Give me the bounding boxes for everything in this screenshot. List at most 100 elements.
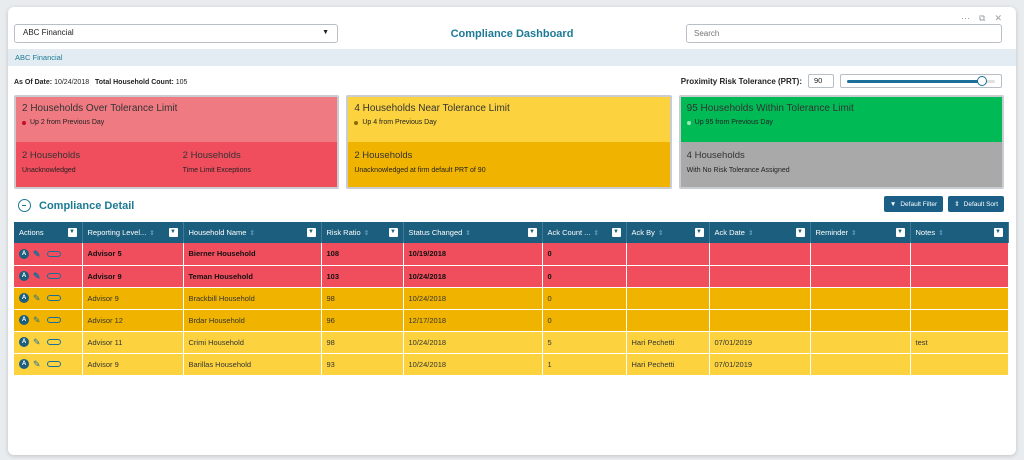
table-cell	[810, 265, 911, 288]
link-icon[interactable]	[47, 250, 61, 257]
card-over-exceptions[interactable]: 2 Households Time Limit Exceptions	[177, 142, 338, 187]
column-filter-icon[interactable]: ▼	[67, 228, 77, 237]
column-header[interactable]: Risk Ratio ⇕ ▼	[321, 222, 404, 243]
acknowledge-icon[interactable]: A	[19, 359, 29, 369]
card-near-tolerance[interactable]: 4 Households Near Tolerance Limit Up 4 f…	[346, 95, 672, 189]
sort-icon[interactable]: ⇕	[657, 230, 664, 237]
table-cell: 10/24/2018	[403, 353, 543, 376]
edit-icon[interactable]: ✎	[33, 248, 41, 259]
card-over-unacknowledged[interactable]: 2 Households Unacknowledged	[16, 142, 177, 187]
card-over-trend: Up 2 from Previous Day	[22, 119, 331, 126]
column-filter-icon[interactable]: ▼	[388, 228, 398, 237]
acknowledge-icon[interactable]: A	[19, 271, 29, 281]
acknowledge-icon[interactable]: A	[19, 315, 29, 325]
table-cell	[626, 243, 710, 266]
table-cell	[910, 309, 1009, 332]
sort-icon[interactable]: ⇕	[465, 230, 471, 237]
close-icon[interactable]: ✕	[994, 13, 1002, 23]
table-row[interactable]: A ✎ Advisor 9 Brackbill Household 98 10/24/20…	[14, 287, 1009, 310]
card-within-tolerance[interactable]: 95 Households Within Tolerance Limit Up …	[678, 95, 1004, 189]
edit-icon[interactable]: ✎	[33, 271, 41, 281]
column-header[interactable]: Reminder ⇕ ▼	[810, 222, 911, 243]
filter-icon: ▼	[889, 200, 897, 208]
edit-icon[interactable]: ✎	[33, 315, 41, 325]
default-filter-button[interactable]: ▼ Default Filter	[883, 196, 944, 212]
acknowledge-icon[interactable]: A	[19, 293, 29, 303]
table-cell: Teman Household	[183, 265, 322, 288]
table-cell: 108	[321, 243, 404, 266]
link-icon[interactable]	[47, 295, 61, 301]
as-of-summary: As Of Date: 10/24/2018 Total Household C…	[14, 79, 187, 86]
sort-icon[interactable]: ⇕	[938, 230, 944, 237]
link-icon[interactable]	[47, 273, 61, 279]
column-header[interactable]: Ack By ⇕ ▼	[626, 222, 710, 243]
table-header-row: Actions ▼ Reporting Level... ⇕ ▼ Household Na…	[14, 222, 1009, 243]
column-header[interactable]: Notes ⇕ ▼	[910, 222, 1009, 243]
table-row[interactable]: A ✎ Advisor 12 Brdar Household 96 12/17/2018 0	[14, 309, 1009, 332]
table-cell	[626, 287, 710, 310]
column-filter-icon[interactable]: ▼	[694, 228, 704, 237]
column-header[interactable]: Ack Date ⇕ ▼	[709, 222, 811, 243]
prt-control: Proximity Risk Tolerance (PRT): 90	[681, 74, 1002, 88]
table-cell: 0	[542, 309, 627, 332]
default-sort-button[interactable]: ⇕ Default Sort	[948, 196, 1004, 212]
table-row[interactable]: A ✎ Advisor 11 Crimi Household 98 10/24/2018 5…	[14, 331, 1009, 354]
column-header[interactable]: Status Changed ⇕ ▼	[403, 222, 543, 243]
breadcrumb-item[interactable]: ABC Financial	[15, 53, 63, 62]
link-icon[interactable]	[47, 317, 61, 323]
acknowledge-icon[interactable]: A	[19, 337, 29, 347]
column-header[interactable]: Household Name ⇕ ▼	[183, 222, 322, 243]
collapse-icon[interactable]	[18, 199, 31, 212]
acknowledge-icon[interactable]: A	[19, 248, 29, 259]
link-icon[interactable]	[47, 361, 61, 367]
card-over-right-h: 2 Households	[182, 150, 241, 161]
card-within-no-tolerance[interactable]: 4 Households With No Risk Tolerance Assi…	[681, 142, 1002, 187]
column-header[interactable]: Ack Count ... ⇕ ▼	[542, 222, 627, 243]
compliance-table: Actions ▼ Reporting Level... ⇕ ▼ Household Na…	[14, 222, 1009, 376]
slider-thumb[interactable]	[977, 76, 987, 86]
table-row[interactable]: A ✎ Advisor 9 Barillas Household 93 10/24/201…	[14, 353, 1009, 376]
table-cell: Advisor 9	[82, 353, 184, 376]
column-filter-icon[interactable]: ▼	[306, 228, 316, 237]
sort-icon[interactable]: ⇕	[149, 230, 155, 237]
table-cell: Advisor 9	[82, 287, 184, 310]
compliance-detail-title: Compliance Detail	[39, 199, 135, 212]
column-header[interactable]: Reporting Level... ⇕ ▼	[82, 222, 184, 243]
card-over-title: 2 Households Over Tolerance Limit	[22, 103, 178, 114]
sort-icon[interactable]: ⇕	[593, 230, 599, 237]
column-filter-icon[interactable]: ▼	[795, 228, 805, 237]
summary-cards: 2 Households Over Tolerance Limit Up 2 f…	[14, 95, 1004, 189]
edit-icon[interactable]: ✎	[33, 293, 41, 303]
sort-icon[interactable]: ⇕	[851, 230, 857, 237]
card-over-right-s: Time Limit Exceptions	[182, 167, 251, 174]
table-cell: Hari Pechetti	[626, 331, 710, 354]
table-cell	[810, 287, 911, 310]
table-cell	[910, 265, 1009, 288]
popout-icon[interactable]: ⧉	[979, 13, 986, 23]
search-input[interactable]	[686, 24, 1002, 43]
table-row[interactable]: A ✎ Advisor 5 Bierner Household 108 10/19/201…	[14, 243, 1009, 266]
card-over-tolerance[interactable]: 2 Households Over Tolerance Limit Up 2 f…	[14, 95, 340, 189]
edit-icon[interactable]: ✎	[33, 359, 41, 369]
column-header[interactable]: Actions ▼	[14, 222, 83, 243]
column-filter-icon[interactable]: ▼	[895, 228, 905, 237]
prt-slider[interactable]	[840, 74, 1002, 88]
card-near-unacknowledged[interactable]: 2 Households Unacknowledged at firm defa…	[348, 142, 669, 187]
actions-cell: A ✎	[14, 243, 83, 266]
sort-icon[interactable]: ⇕	[363, 230, 370, 237]
edit-icon[interactable]: ✎	[33, 337, 41, 347]
actions-cell: A ✎	[14, 309, 83, 332]
column-filter-icon[interactable]: ▼	[611, 228, 621, 237]
column-filter-icon[interactable]: ▼	[993, 228, 1003, 237]
card-near-bottom-h: 2 Households	[354, 150, 413, 161]
column-filter-icon[interactable]: ▼	[527, 228, 537, 237]
minimize-icon[interactable]: ⋯	[961, 13, 971, 23]
firm-select[interactable]: ABC Financial ▼	[14, 24, 338, 43]
prt-input[interactable]: 90	[808, 74, 834, 88]
column-filter-icon[interactable]: ▼	[168, 228, 178, 237]
sort-icon[interactable]: ⇕	[249, 230, 255, 237]
link-icon[interactable]	[47, 339, 61, 345]
table-row[interactable]: A ✎ Advisor 9 Teman Household 103 10/24/2018 0	[14, 265, 1009, 288]
table-cell: 5	[542, 331, 627, 354]
sort-icon[interactable]: ⇕	[747, 230, 754, 237]
